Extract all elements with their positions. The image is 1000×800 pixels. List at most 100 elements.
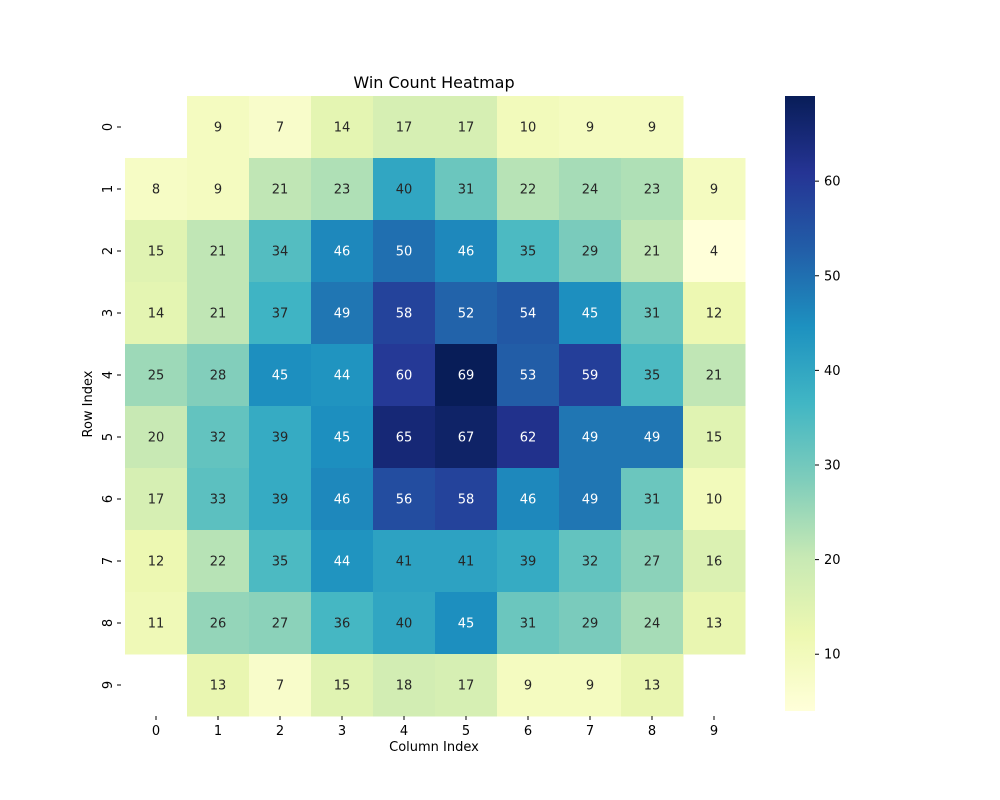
heatmap-cell-r5-c2 xyxy=(249,406,312,469)
cell-value-label: 33 xyxy=(210,493,227,508)
heatmap-cell-r6-c4 xyxy=(373,468,436,531)
heatmap-cell-r2-c8 xyxy=(621,220,684,283)
cell-value-label: 59 xyxy=(582,369,599,384)
heatmap-cell-r1-c9 xyxy=(683,158,746,221)
cell-value-label: 29 xyxy=(582,617,599,632)
cell-value-label: 20 xyxy=(148,431,165,446)
heatmap-cell-r6-c9 xyxy=(683,468,746,531)
heatmap-cell-r5-c4 xyxy=(373,406,436,469)
heatmap-cell-r5-c5 xyxy=(435,406,498,469)
heatmap-cell-r2-c7 xyxy=(559,220,622,283)
cell-value-label: 58 xyxy=(458,493,475,508)
cell-value-label: 9 xyxy=(214,121,222,136)
y-tick-label: 0 xyxy=(101,123,116,131)
x-tick-label: 7 xyxy=(586,724,594,739)
cell-value-label: 37 xyxy=(272,307,289,322)
heatmap-cell-r3-c5 xyxy=(435,282,498,345)
heatmap-cell-r8-c3 xyxy=(311,592,374,655)
heatmap-cell-r8-c6 xyxy=(497,592,560,655)
heatmap-cell-r4-c9 xyxy=(683,344,746,407)
cell-value-label: 28 xyxy=(210,369,227,384)
cell-value-label: 9 xyxy=(648,121,656,136)
cell-value-label: 65 xyxy=(396,431,413,446)
colorbar xyxy=(785,96,815,711)
heatmap-cell-r5-c7 xyxy=(559,406,622,469)
heatmap-cell-r8-c5 xyxy=(435,592,498,655)
heatmap-cell-r1-c6 xyxy=(497,158,560,221)
heatmap-cell-r6-c0 xyxy=(125,468,188,531)
chart-title: Win Count Heatmap xyxy=(353,73,514,92)
heatmap-cell-r8-c0 xyxy=(125,592,188,655)
cell-value-label: 27 xyxy=(644,555,661,570)
cell-value-label: 26 xyxy=(210,617,227,632)
x-axis-ticks: 0 1 2 3 4 5 6 7 8 9 xyxy=(152,716,718,739)
cell-value-label: 10 xyxy=(520,121,537,136)
cell-value-label: 17 xyxy=(458,679,475,694)
cell-value-label: 23 xyxy=(334,183,351,198)
colorbar-tick-label: 10 xyxy=(824,648,841,663)
cell-value-label: 13 xyxy=(706,617,723,632)
cell-value-label: 35 xyxy=(272,555,289,570)
cell-value-label: 31 xyxy=(458,183,475,198)
cell-value-label: 8 xyxy=(152,183,160,198)
cell-value-label: 41 xyxy=(458,555,475,570)
x-tick-label: 6 xyxy=(524,724,532,739)
heatmap-cell-r1-c1 xyxy=(187,158,250,221)
heatmap-cell-r6-c6 xyxy=(497,468,560,531)
heatmap-cell-r7-c4 xyxy=(373,530,436,593)
heatmap-cell-r5-c3 xyxy=(311,406,374,469)
heatmap-cell-r8-c4 xyxy=(373,592,436,655)
heatmap-cell-r8-c8 xyxy=(621,592,684,655)
cell-value-label: 17 xyxy=(148,493,165,508)
cell-value-label: 49 xyxy=(644,431,661,446)
heatmap-cell-r4-c5 xyxy=(435,344,498,407)
heatmap-cell-r9-c6 xyxy=(497,654,560,717)
heatmap-cell-r5-c1 xyxy=(187,406,250,469)
heatmap-cell-r5-c9 xyxy=(683,406,746,469)
cell-value-label: 39 xyxy=(272,431,289,446)
heatmap-cell-r6-c8 xyxy=(621,468,684,531)
heatmap-cell-r3-c0 xyxy=(125,282,188,345)
heatmap-cell-r3-c8 xyxy=(621,282,684,345)
cell-value-label: 25 xyxy=(148,369,165,384)
cell-value-label: 46 xyxy=(334,493,351,508)
heatmap-cell-r4-c3 xyxy=(311,344,374,407)
x-tick-label: 8 xyxy=(648,724,656,739)
cell-value-label: 49 xyxy=(582,493,599,508)
heatmap-cell-r3-c4 xyxy=(373,282,436,345)
y-tick-label: 2 xyxy=(101,247,116,255)
cell-value-label: 10 xyxy=(706,493,723,508)
colorbar-tick-label: 40 xyxy=(824,364,841,379)
x-tick-label: 5 xyxy=(462,724,470,739)
heatmap-cell-r9-c7 xyxy=(559,654,622,717)
cell-value-label: 32 xyxy=(582,555,599,570)
heatmap-cell-r3-c3 xyxy=(311,282,374,345)
cell-value-label: 17 xyxy=(396,121,413,136)
heatmap-cell-r0-c7 xyxy=(559,96,622,159)
heatmap-cell-r8-c9 xyxy=(683,592,746,655)
cell-value-label: 46 xyxy=(458,245,475,260)
heatmap-cell-r2-c2 xyxy=(249,220,312,283)
cell-value-label: 9 xyxy=(214,183,222,198)
y-axis-label: Row Index xyxy=(81,370,96,437)
heatmap-cell-r2-c4 xyxy=(373,220,436,283)
cell-value-label: 29 xyxy=(582,245,599,260)
heatmap-cells: 9 7 14 17 17 10 9 9 8 9 21 23 40 31 22 24 23 9 15 21 34 46 50 4… xyxy=(125,96,746,717)
colorbar-tick-label: 30 xyxy=(824,459,841,474)
cell-value-label: 9 xyxy=(710,183,718,198)
x-axis-label: Column Index xyxy=(389,740,479,755)
cell-value-label: 24 xyxy=(582,183,599,198)
cell-value-label: 35 xyxy=(644,369,661,384)
cell-value-label: 49 xyxy=(334,307,351,322)
cell-value-label: 31 xyxy=(644,493,661,508)
heatmap-cell-r1-c7 xyxy=(559,158,622,221)
heatmap-cell-r7-c3 xyxy=(311,530,374,593)
cell-value-label: 24 xyxy=(644,617,661,632)
heatmap-cell-r5-c0 xyxy=(125,406,188,469)
heatmap-cell-r4-c6 xyxy=(497,344,560,407)
cell-value-label: 17 xyxy=(458,121,475,136)
cell-value-label: 9 xyxy=(586,679,594,694)
cell-value-label: 31 xyxy=(520,617,537,632)
cell-value-label: 21 xyxy=(272,183,289,198)
